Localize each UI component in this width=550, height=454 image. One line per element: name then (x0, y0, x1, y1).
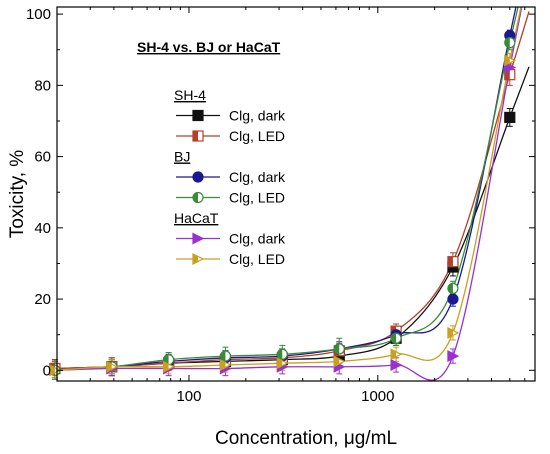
legend-marker (192, 232, 205, 245)
marker-shape (390, 359, 403, 371)
marker-half (447, 256, 453, 267)
data-point (504, 37, 516, 49)
legend-entry-label: Clg, LED (229, 190, 285, 206)
chart-title: SH-4 vs. BJ or HaCaT (137, 39, 281, 55)
fit-curves (57, 7, 530, 381)
marker-half (334, 356, 340, 367)
x-tick-label: 1000 (361, 388, 394, 405)
y-tick-label: 100 (26, 6, 51, 23)
y-tick-label: 40 (34, 220, 51, 237)
legend-marker (192, 171, 204, 183)
y-tick-label: 80 (34, 77, 51, 94)
legend-group-label: SH-4 (174, 87, 206, 103)
marker-half (193, 254, 198, 264)
marker-half (193, 131, 198, 141)
data-point (219, 359, 232, 371)
x-axis-label: Concentration, μg/mL (215, 428, 397, 449)
marker-half (193, 192, 198, 203)
y-tick-label: 20 (34, 291, 51, 308)
data-point (163, 360, 175, 373)
y-axis-label: Toxicity, % (7, 150, 28, 238)
marker-shape (192, 109, 204, 122)
y-axis-ticks: 0 20 40 60 80 100 (26, 6, 535, 379)
marker-half (504, 37, 510, 48)
marker-shape (504, 111, 516, 124)
data-point (447, 326, 460, 339)
y-tick-label: 60 (34, 149, 51, 166)
legend-marker (192, 130, 204, 142)
fit-curve (57, 7, 523, 381)
legend-entry-label: Clg, LED (229, 128, 285, 144)
x-axis-ticks: 100 1000 (89, 7, 526, 405)
marker-shape (192, 171, 204, 183)
marker-half (334, 343, 340, 354)
legend-group-label: HaCaT (174, 210, 219, 226)
data-point (276, 348, 288, 360)
legend-entry-label: Clg, dark (229, 108, 286, 124)
marker-half (504, 69, 510, 80)
plot-frame (56, 6, 536, 382)
data-point (504, 61, 517, 74)
marker-half (277, 349, 283, 360)
marker-shape (447, 350, 460, 363)
marker-half (447, 283, 453, 294)
marker-half (106, 361, 112, 372)
data-point (163, 354, 175, 366)
legend-marker (192, 191, 204, 204)
marker-half (447, 327, 453, 338)
legend-marker (192, 253, 205, 265)
legend-entry-label: Clg, LED (229, 251, 285, 267)
data-point (504, 111, 516, 124)
data-point (447, 350, 460, 363)
data-point (504, 54, 517, 67)
x-tick-label: 100 (176, 388, 201, 405)
marker-half (49, 365, 55, 376)
data-point (390, 332, 402, 344)
legend-entry-label: Clg, dark (229, 169, 286, 185)
data-point (219, 350, 232, 362)
marker-shape (447, 293, 459, 305)
legend: SH-4 Clg, dark Clg, LED BJ Clg, dark Clg, LED… (174, 87, 286, 267)
marker-half (163, 361, 169, 372)
data-point (333, 355, 346, 368)
legend-group-label: BJ (174, 149, 190, 165)
data-point (447, 293, 459, 305)
marker-half (504, 55, 510, 66)
marker-shape (192, 232, 205, 245)
data-point (390, 359, 403, 371)
legend-entry-label: Clg, dark (229, 231, 286, 247)
fit-curve (57, 7, 522, 371)
data-point (106, 360, 119, 373)
legend-marker (192, 109, 204, 122)
marker-half (277, 358, 283, 369)
y-tick-label: 0 (43, 362, 51, 379)
marker-half (391, 333, 397, 344)
marker-half (391, 349, 397, 360)
data-point (447, 256, 459, 268)
marker-half (220, 359, 226, 370)
marker-half (220, 351, 226, 362)
data-markers (49, 29, 517, 377)
data-point (447, 282, 459, 294)
data-point (390, 348, 403, 361)
data-point (333, 343, 345, 355)
marker-shape (504, 61, 517, 74)
data-point (276, 357, 289, 370)
data-point (49, 364, 62, 377)
